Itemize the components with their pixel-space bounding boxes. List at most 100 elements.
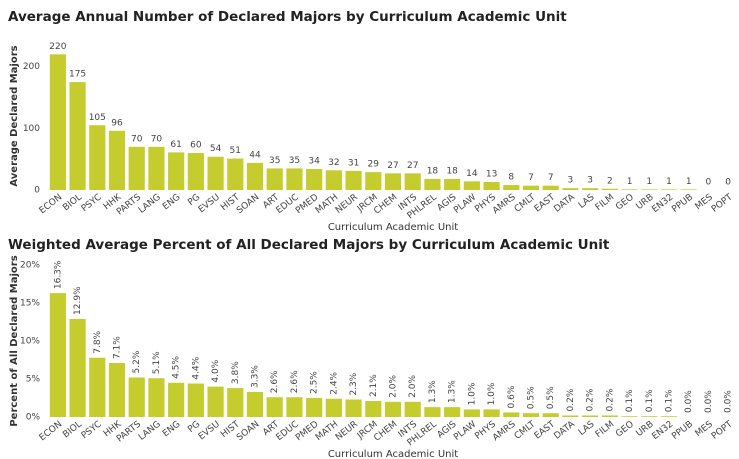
bar [168,152,185,190]
data-label: 2.5% [310,371,320,394]
data-label: 70 [151,134,163,144]
data-label: 1.3% [448,380,458,403]
data-label: 3 [587,176,593,186]
x-tick-label: DATA [552,419,577,442]
data-label: 14 [466,169,478,179]
bar [424,407,441,417]
x-tick-label: EVSU [197,419,222,442]
data-label: 12.9% [73,286,83,315]
bar [266,397,283,417]
data-label: 1.3% [428,380,438,403]
data-label: 29 [368,160,380,170]
data-label: 13 [486,169,497,179]
data-label: 34 [308,157,320,167]
bar [503,412,520,417]
bar [345,399,362,417]
data-label: 16.3% [53,260,63,289]
data-label: 2.4% [329,371,339,394]
y-axis-title: Average Declared Majors [9,45,20,186]
data-label: 8 [508,173,514,183]
bar [660,416,678,417]
x-tick-label: GEO [614,419,636,439]
bar [641,189,658,190]
data-label: 5.2% [132,350,142,373]
bar [562,415,579,417]
data-label: 7.1% [113,336,123,359]
y-tick-label: 100 [23,124,40,134]
y-tick-label: 20% [20,261,40,271]
x-tick-label: BIOL [61,192,84,213]
data-label: 32 [328,158,339,168]
data-label: 0 [706,178,712,188]
bar [89,357,106,417]
bar [108,363,126,417]
data-label: 1 [666,177,672,187]
data-label: 7 [548,173,554,183]
y-tick-label: 0 [34,186,40,196]
x-tick-label: PLAW [452,419,478,442]
bar [404,401,421,417]
bar [582,415,599,417]
data-label: 0.6% [507,385,517,408]
bar [601,188,618,190]
data-label: 0 [725,178,731,188]
bar [207,156,224,190]
data-label: 175 [69,70,86,80]
bar [483,409,500,417]
x-tick-label: EAST [533,419,558,441]
bar [641,416,658,417]
bar [404,173,421,190]
bar [89,125,106,190]
bar [522,185,540,190]
data-label: 27 [387,161,398,171]
bar [503,185,520,190]
x-tick-label: PPUB [670,419,695,441]
x-tick-label: POPT [710,192,735,215]
x-tick-label: LAS [577,192,597,211]
bar [148,378,165,417]
bar [227,388,244,417]
x-tick-label: BIOL [61,419,84,440]
x-tick-label: PPUB [670,192,695,214]
bar [542,413,559,417]
x-tick-label: EN32 [650,419,675,442]
data-label: 51 [230,146,241,156]
x-tick-label: LAS [577,419,597,438]
bar [601,415,618,417]
bar [49,54,66,191]
data-label: 0.2% [605,388,615,411]
bar [187,153,204,190]
x-tick-label: CMLT [513,192,538,215]
bar [286,168,303,190]
bar [325,170,342,190]
x-tick-label: FILM [594,192,616,213]
x-tick-label: POPT [710,419,735,442]
data-label: 18 [427,166,439,176]
bar [365,401,382,417]
bar [246,162,264,190]
y-tick-label: 15% [20,299,40,309]
bar [562,188,579,190]
data-label: 7 [528,173,534,183]
bar [128,377,145,417]
bar [463,409,480,417]
data-label: 2 [607,176,613,186]
data-label: 7.8% [93,330,103,353]
data-label: 96 [111,118,123,128]
data-label: 0.0% [684,390,694,413]
bar [148,146,165,190]
data-label: 5.1% [152,351,162,374]
bar [286,397,303,417]
data-label: 35 [289,156,300,166]
data-label: 35 [269,156,280,166]
data-label: 1.0% [487,382,497,405]
data-label: 1 [627,177,633,187]
data-label: 0.1% [665,389,675,412]
bar [444,407,461,417]
data-label: 2.6% [270,370,280,393]
bar [69,318,86,417]
bar [246,391,264,417]
data-label: 1 [646,177,652,187]
data-label: 70 [131,134,143,144]
data-label: 0.0% [704,390,714,413]
